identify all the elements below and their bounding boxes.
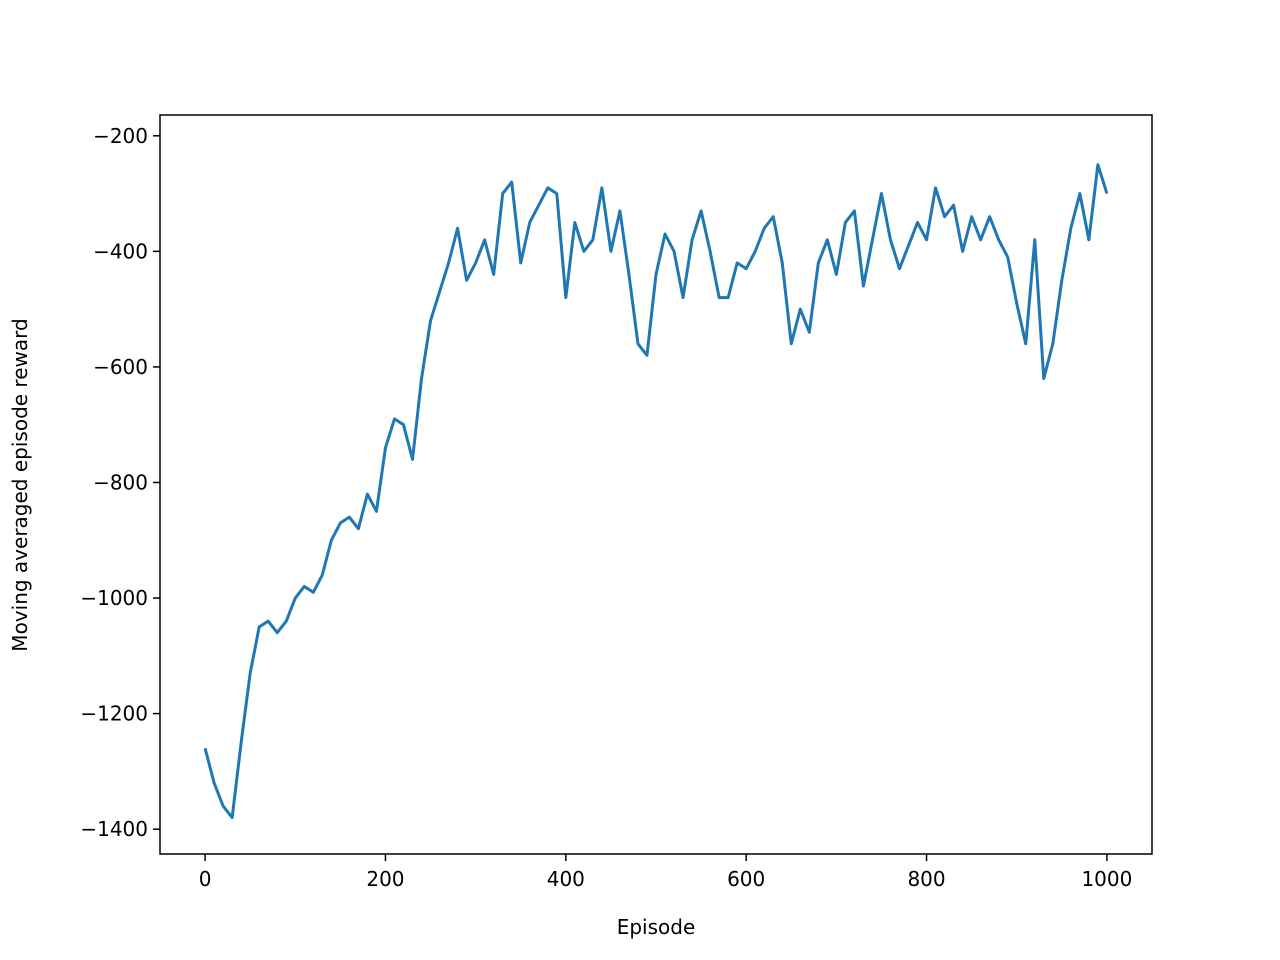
x-tick-label: 0 bbox=[199, 867, 212, 891]
y-tick-label: −600 bbox=[93, 355, 148, 379]
y-tick-label: −1400 bbox=[80, 817, 148, 841]
data-line bbox=[203, 163, 1109, 820]
x-tick-label: 400 bbox=[547, 867, 585, 891]
x-tick-label: 200 bbox=[366, 867, 404, 891]
y-tick-label: −1200 bbox=[80, 702, 148, 726]
x-axis-label: Episode bbox=[617, 915, 696, 939]
y-tick-label: −400 bbox=[93, 239, 148, 263]
y-tick-label: −800 bbox=[93, 470, 148, 494]
x-tick-label: 600 bbox=[727, 867, 765, 891]
x-tick-label: 1000 bbox=[1081, 867, 1132, 891]
plot-frame bbox=[159, 114, 1153, 855]
y-axis-label: Moving averaged episode reward bbox=[8, 318, 32, 651]
x-tick-label: 800 bbox=[907, 867, 945, 891]
y-tick-label: −200 bbox=[93, 124, 148, 148]
y-tick-label: −1000 bbox=[80, 586, 148, 610]
